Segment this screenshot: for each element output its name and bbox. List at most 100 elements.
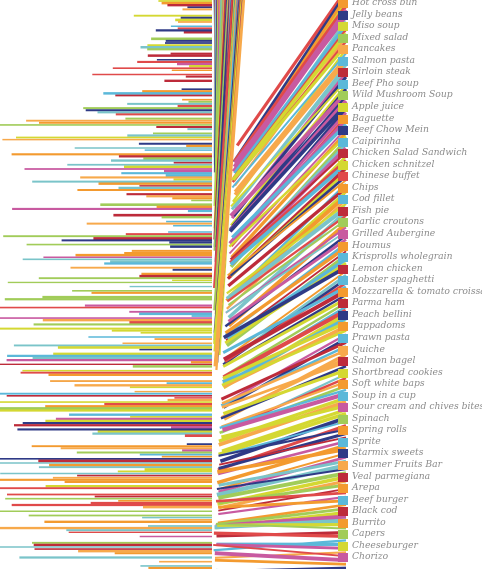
fan-line xyxy=(216,463,347,497)
food-label: Parma ham xyxy=(352,297,405,309)
food-label: Soft white baps xyxy=(352,378,425,390)
food-label: Hot cross bun xyxy=(352,0,418,8)
food-label-item: Pancakes xyxy=(338,43,482,56)
food-label-item: Miso soup xyxy=(338,20,482,33)
food-label: Grilled Aubergine xyxy=(352,228,436,239)
food-label-item: Starmix sweets xyxy=(338,447,482,460)
food-label: Arepa xyxy=(352,482,380,494)
food-label-item: Shortbread cookies xyxy=(338,367,482,380)
fan-line xyxy=(227,218,347,306)
color-swatch xyxy=(338,507,348,517)
food-label: Beef Chow Mein xyxy=(352,124,429,136)
food-label-item: Jelly beans xyxy=(338,8,482,22)
food-label: Chorizo xyxy=(352,551,389,563)
fan-line xyxy=(227,238,347,323)
fan-line xyxy=(216,447,347,474)
food-label-item: Grilled Aubergine xyxy=(338,228,482,241)
color-swatch xyxy=(338,495,348,505)
food-label: Peach bellini xyxy=(352,308,412,320)
food-label-item: Beef Pho soup xyxy=(338,78,482,91)
fan-line xyxy=(228,190,347,297)
food-label-item: Lemon chicken xyxy=(338,262,482,276)
food-label: Prawn pasta xyxy=(352,331,410,343)
fan-line xyxy=(228,103,348,233)
fan-line xyxy=(222,337,347,409)
food-label-item: Quiche xyxy=(338,344,482,357)
fan-line xyxy=(216,523,347,530)
food-label-item: Soft white baps xyxy=(338,378,482,391)
food-label: Spring rolls xyxy=(352,424,407,436)
spine-line xyxy=(213,0,229,251)
color-swatch xyxy=(338,102,348,112)
color-swatch xyxy=(338,484,348,494)
food-label: Cheeseburger xyxy=(352,539,418,551)
food-label: Caipirinha xyxy=(352,135,401,147)
food-label-item: Spring rolls xyxy=(338,424,482,437)
fan-line xyxy=(227,179,347,277)
color-swatch xyxy=(338,310,348,320)
color-swatch xyxy=(338,357,348,367)
color-swatch xyxy=(338,426,348,436)
food-label: Lobster spaghetti xyxy=(352,274,435,286)
color-swatch xyxy=(338,10,348,20)
color-swatch xyxy=(338,149,348,159)
fan-line xyxy=(221,380,347,428)
fan-line xyxy=(231,123,348,239)
color-swatch xyxy=(338,414,348,424)
fan-line xyxy=(226,214,347,303)
food-label-item: Black cod xyxy=(338,505,482,518)
fan-line xyxy=(218,428,347,457)
food-label: Apple juice xyxy=(352,100,404,112)
fan-line xyxy=(232,44,348,181)
food-label: Black cod xyxy=(352,505,398,517)
spine-line xyxy=(215,0,246,371)
fan-line xyxy=(221,360,347,409)
fan-line xyxy=(217,503,347,525)
fan-line xyxy=(218,459,347,487)
food-label-item: Soup in a cup xyxy=(338,390,482,403)
color-swatch xyxy=(338,114,348,124)
fan-line xyxy=(229,91,348,218)
fan-line xyxy=(216,468,347,490)
food-label-item: Garlic croutons xyxy=(338,216,482,229)
food-label-item: Sprite xyxy=(338,436,482,449)
color-swatch xyxy=(338,437,348,447)
food-label: Chicken Salad Sandwich xyxy=(352,147,468,159)
color-swatch xyxy=(338,391,348,401)
fan-line xyxy=(218,499,347,509)
fan-line xyxy=(222,368,347,416)
food-label-item: Beef burger xyxy=(338,494,482,507)
fan-line xyxy=(222,391,347,433)
fan-line xyxy=(229,159,347,264)
food-label: Veal parmegiana xyxy=(352,470,431,482)
color-swatch xyxy=(338,218,348,228)
food-label: Pappadoms xyxy=(352,320,406,332)
food-label: Sour cream and chives bites xyxy=(352,401,482,413)
fan-line xyxy=(222,297,347,368)
food-label: Lemon chicken xyxy=(352,262,423,274)
food-label-item: Lobster spaghetti xyxy=(338,274,482,287)
fan-line xyxy=(222,289,347,362)
color-swatch xyxy=(338,91,348,101)
fan-line xyxy=(226,270,347,359)
fan-line xyxy=(214,551,347,563)
food-label: Pancakes xyxy=(352,43,396,55)
food-label-item: Salmon bagel xyxy=(338,355,482,368)
food-label-item: Fish pie xyxy=(338,205,482,218)
food-label-item: Beef Chow Mein xyxy=(338,124,482,137)
food-label: Jelly beans xyxy=(352,8,403,20)
food-label-item: Parma ham xyxy=(338,297,482,310)
color-swatch xyxy=(338,33,348,43)
spine-line xyxy=(213,0,218,173)
color-swatch xyxy=(338,206,348,216)
color-swatch xyxy=(338,322,348,332)
food-label: Chinese buffet xyxy=(352,170,420,182)
food-label: Wild Mushroom Soup xyxy=(352,89,453,101)
fan-line xyxy=(215,507,347,526)
fan-line xyxy=(222,265,347,340)
color-swatch xyxy=(338,137,348,147)
fan-line xyxy=(226,202,347,295)
food-label: Sirloin steak xyxy=(352,66,411,78)
food-label-item: Pappadoms xyxy=(338,320,482,333)
color-swatch xyxy=(338,461,348,470)
